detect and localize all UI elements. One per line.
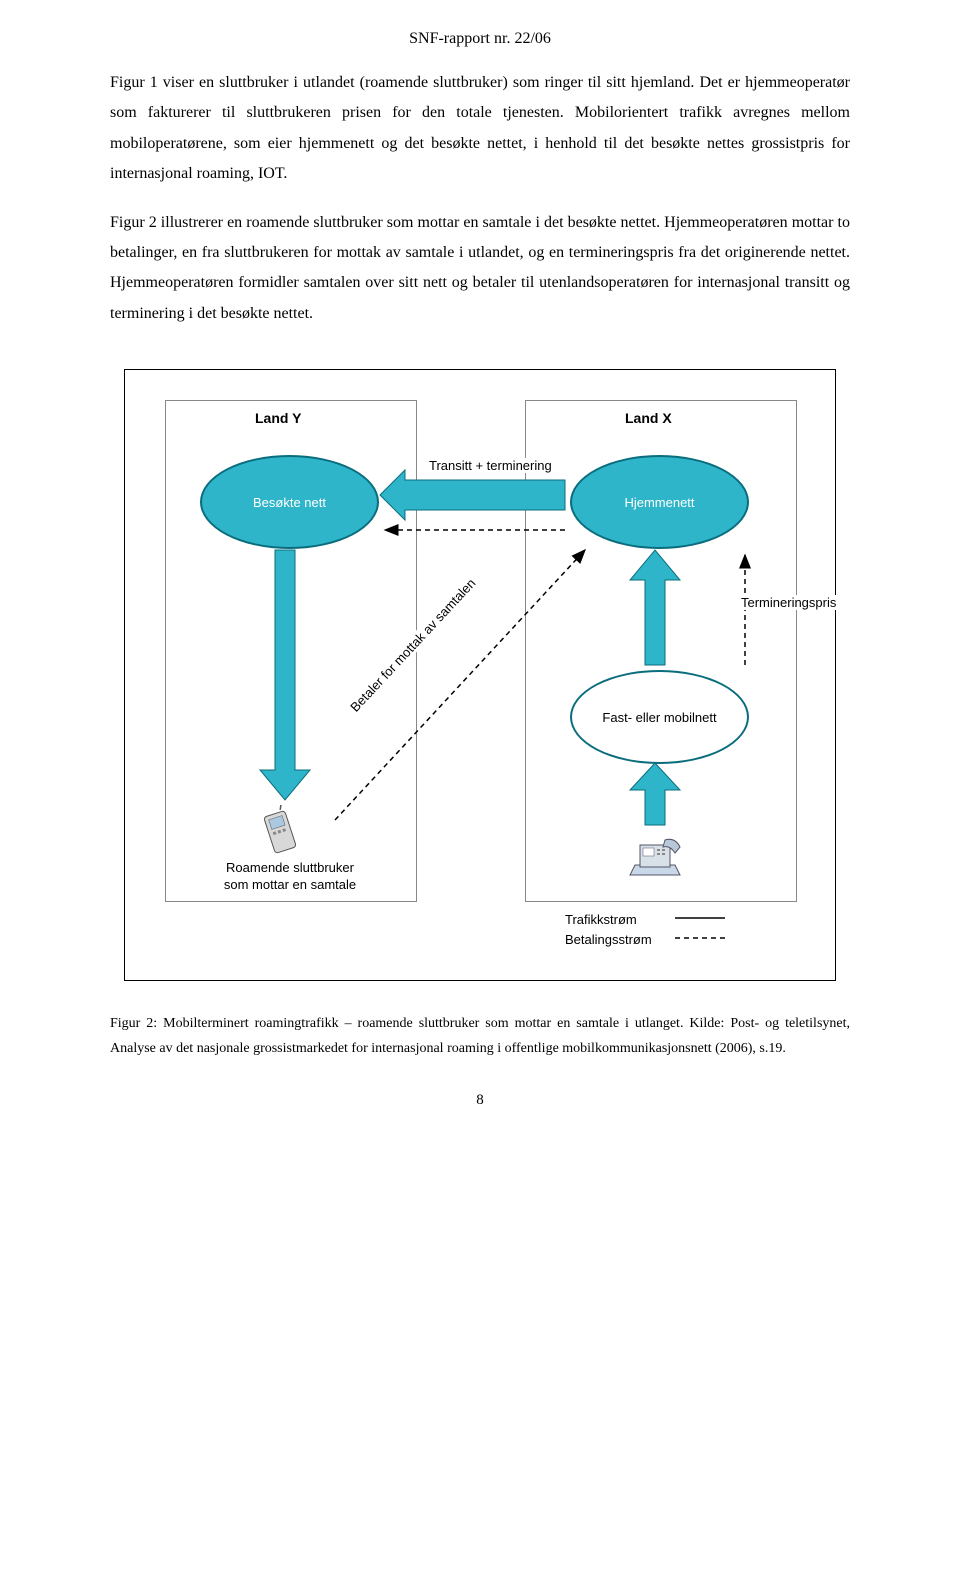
legend-traffic: Trafikkstrøm bbox=[565, 910, 652, 930]
roaming-user-label: Roamende sluttbruker som mottar en samta… bbox=[180, 860, 400, 894]
document-page: SNF-rapport nr. 22/06 Figur 1 viser en s… bbox=[0, 0, 960, 1149]
legend: Trafikkstrøm Betalingsstrøm bbox=[565, 910, 652, 949]
legend-payment: Betalingsstrøm bbox=[565, 930, 652, 950]
desk-phone-icon bbox=[625, 825, 695, 885]
figure-caption: Figur 2: Mobilterminert roamingtrafikk –… bbox=[110, 1011, 850, 1061]
transit-termination-label: Transitt + terminering bbox=[425, 458, 556, 473]
report-header: SNF-rapport nr. 22/06 bbox=[110, 30, 850, 48]
fixed-to-home-arrow bbox=[630, 550, 680, 665]
phone-to-fixed-arrow bbox=[630, 763, 680, 825]
paragraph-1: Figur 1 viser en sluttbruker i utlandet … bbox=[110, 68, 850, 190]
mobile-phone-icon bbox=[255, 805, 315, 860]
page-number: 8 bbox=[110, 1092, 850, 1109]
figure-2-diagram: Land Y Land X Besøkte nett Hjemmenett Fa… bbox=[124, 369, 836, 981]
termination-price-label: Termineringspris bbox=[737, 595, 840, 610]
transit-arrow bbox=[380, 470, 565, 520]
to-user-arrow bbox=[260, 550, 310, 800]
paragraph-2: Figur 2 illustrerer en roamende sluttbru… bbox=[110, 208, 850, 330]
